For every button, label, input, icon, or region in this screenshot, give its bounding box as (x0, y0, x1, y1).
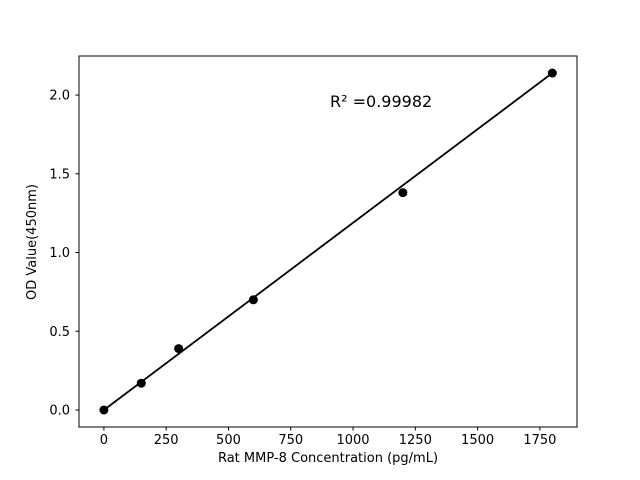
x-tick-label: 250 (154, 433, 179, 448)
data-point (136, 378, 146, 388)
x-tick-label: 1750 (523, 433, 556, 448)
y-axis-label: OD Value(450nm) (25, 184, 40, 300)
plot-area (78, 55, 578, 428)
x-tick-label: 1500 (461, 433, 494, 448)
x-axis-ticks: 0 250 500 750 1000 1250 1500 1750 (100, 427, 556, 448)
data-point (99, 405, 109, 415)
r-squared-annotation: R² =0.99982 (330, 92, 432, 111)
y-tick-label: 2.0 (49, 89, 70, 104)
data-point (398, 188, 408, 198)
x-tick-label: 0 (100, 433, 108, 448)
x-tick-label: 1250 (399, 433, 432, 448)
data-layer (99, 68, 557, 415)
x-tick-label: 750 (278, 433, 303, 448)
x-tick-label: 500 (216, 433, 241, 448)
y-tick-label: 1.5 (49, 167, 70, 182)
data-point (174, 344, 184, 354)
y-tick-label: 0.5 (49, 325, 70, 340)
y-tick-label: 0.0 (49, 403, 70, 418)
data-point (248, 295, 258, 305)
y-tick-label: 1.0 (49, 246, 70, 261)
x-tick-label: 1000 (336, 433, 369, 448)
data-point (547, 68, 557, 78)
x-axis-label: Rat MMP-8 Concentration (pg/mL) (218, 451, 438, 466)
y-axis-ticks: 0.0 0.5 1.0 1.5 2.0 (49, 89, 79, 418)
trend-line (103, 72, 553, 411)
